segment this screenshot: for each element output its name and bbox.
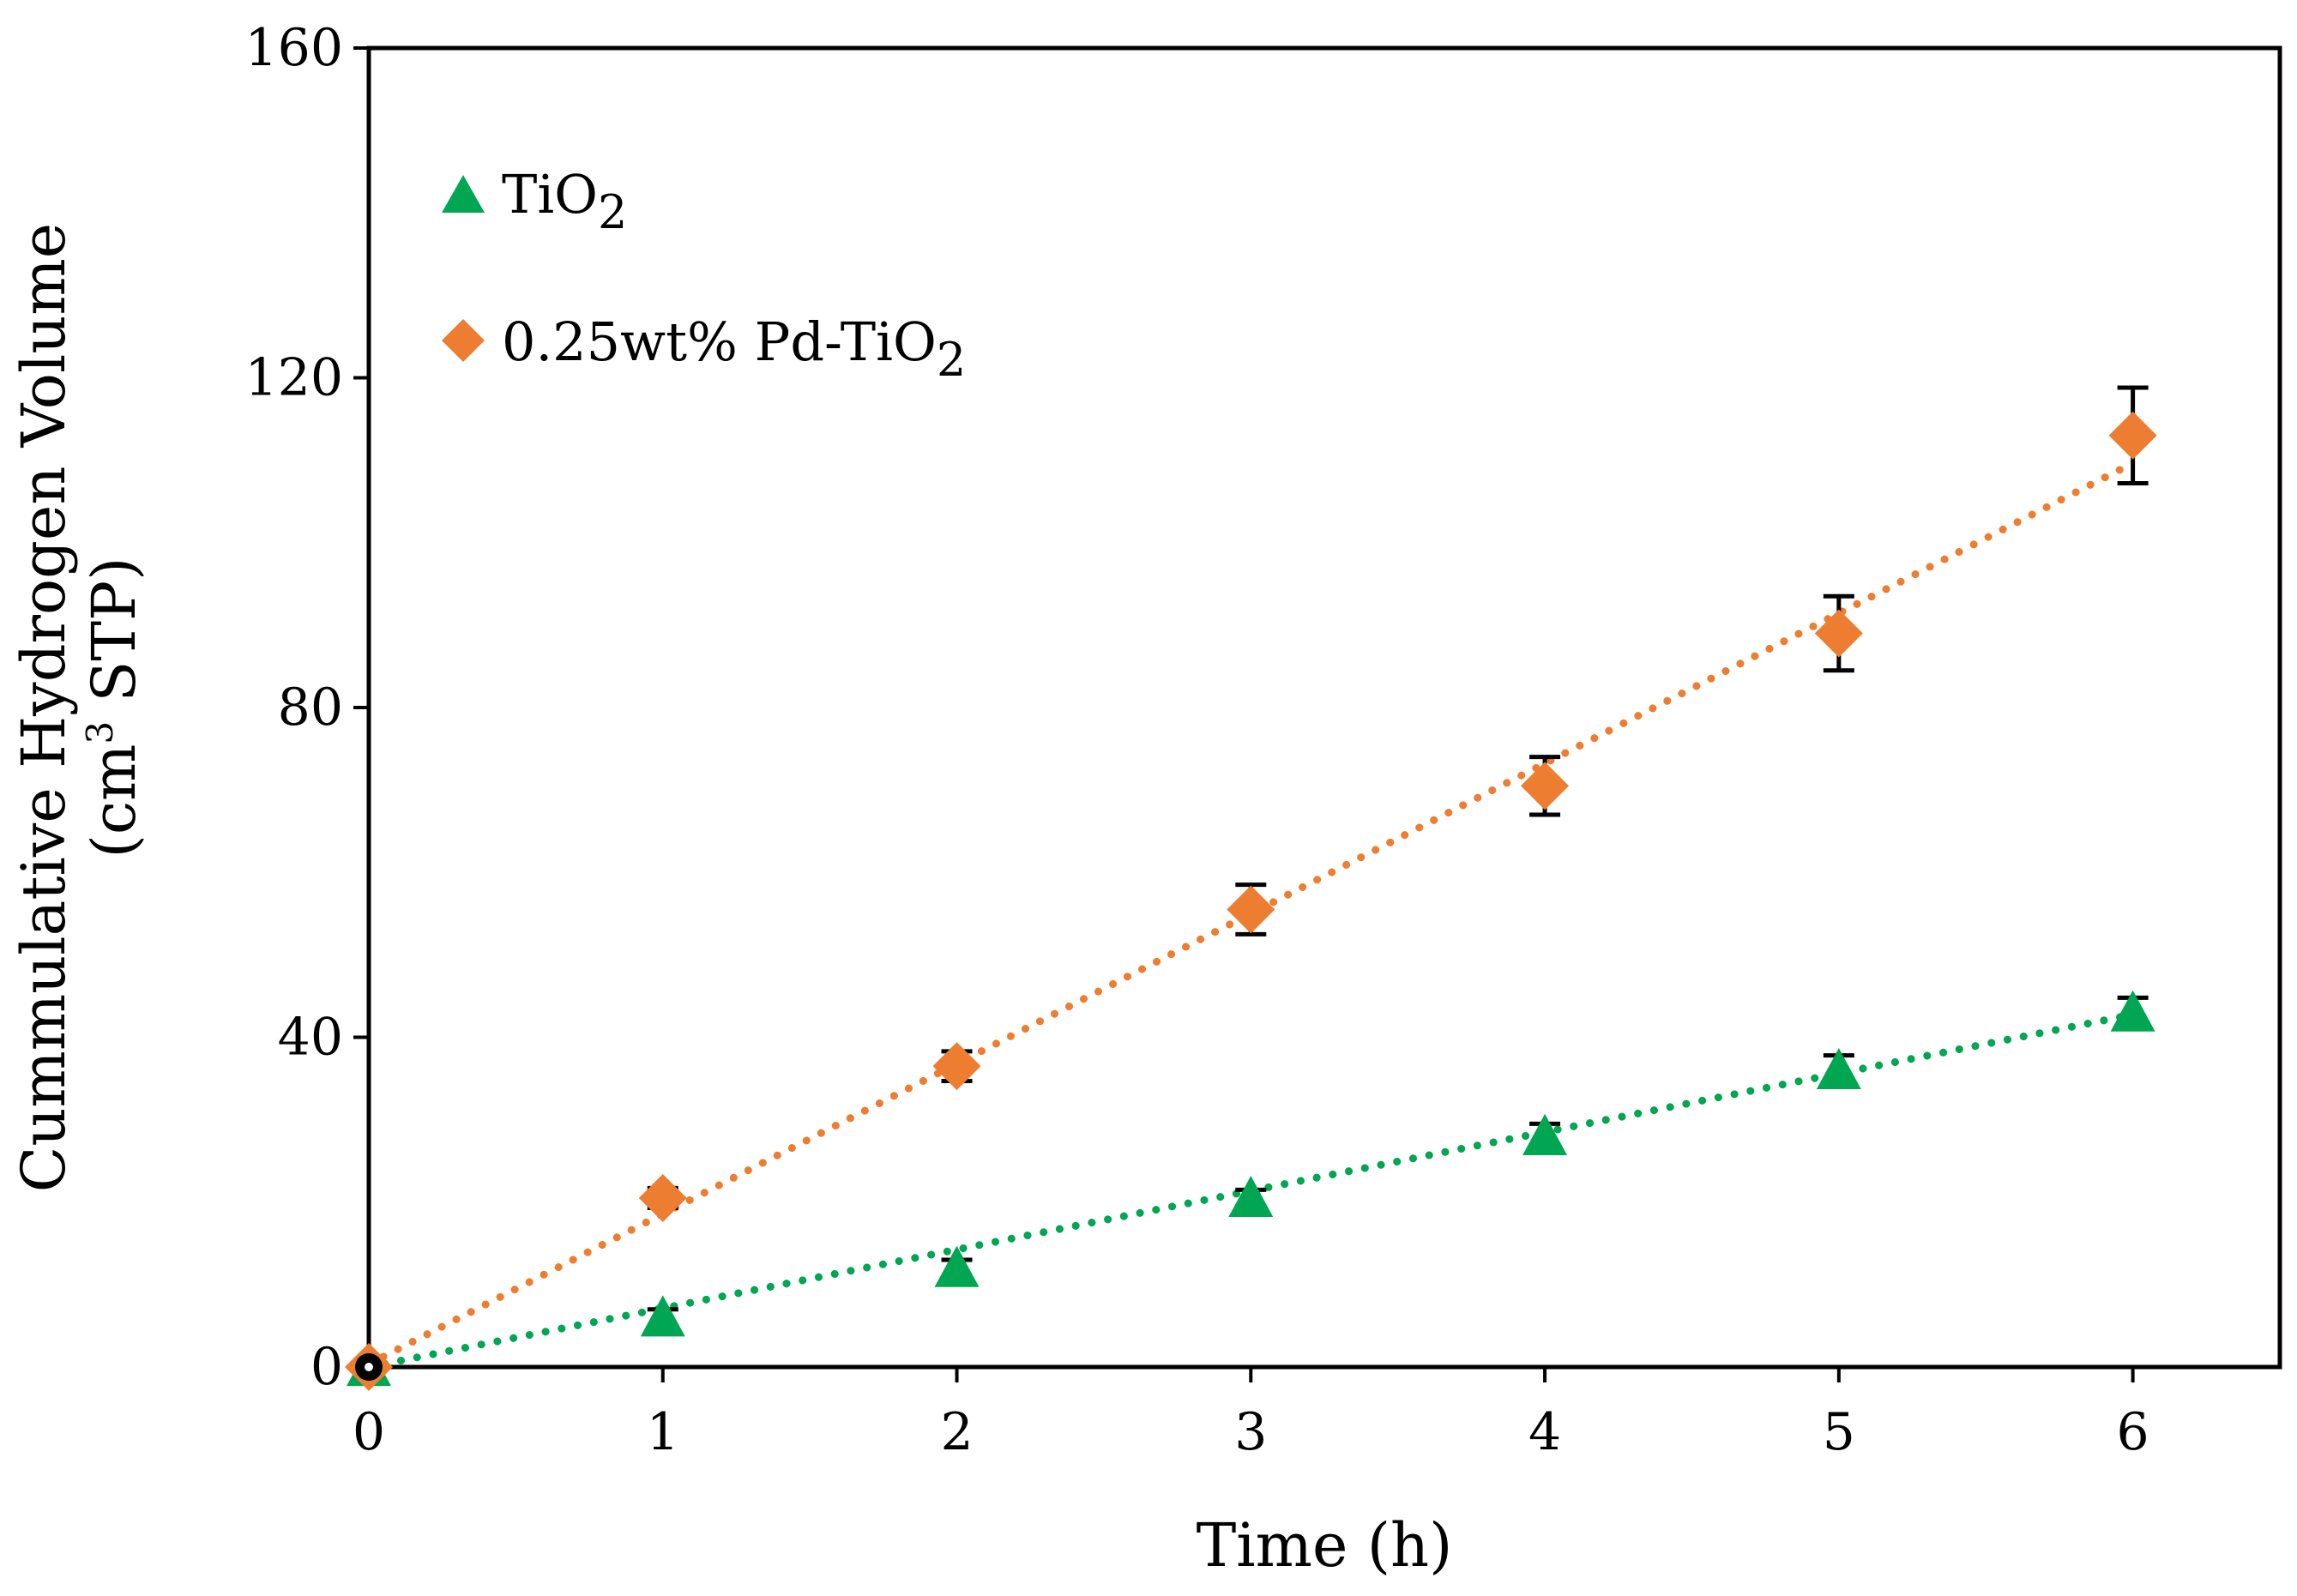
x-axis-ticks [367,1367,2135,1382]
x-tick-label: 0 [353,1402,385,1462]
legend-diamond-icon [442,319,485,362]
y-axis-tick-labels: 0 40 80 120 160 [244,18,343,1397]
x-tick-label: 3 [1234,1402,1267,1462]
data-markers [345,411,2157,1391]
x-tick-label: 1 [647,1402,679,1462]
y-axis-title: Cummulative Hydrogen Volume (cm3 STP) [9,223,149,1192]
legend-item-tio2: TiO2 [442,163,627,239]
y-tick-label: 0 [310,1337,343,1397]
pd-tio2-point [1814,609,1863,658]
pd-tio2-point [1521,762,1570,810]
legend-label-pd-tio2-main: 0.25wt% Pd-TiO [502,310,937,373]
x-axis-tick-labels: 0 1 2 3 4 5 6 [353,1402,2149,1462]
legend: TiO2 0.25wt% Pd-TiO2 [442,163,966,387]
legend-label-tio2-subscript: 2 [598,185,627,239]
y-axis-ticks [353,46,369,1369]
tio2-point [1522,1113,1568,1155]
y-axis-title-unit-superscript: 3 [79,721,121,744]
y-tick-label: 120 [244,348,343,408]
pd-tio2-point [638,1173,687,1222]
legend-triangle-icon [442,175,485,213]
y-tick-label: 80 [278,678,343,738]
legend-item-pd-tio2: 0.25wt% Pd-TiO2 [442,310,966,387]
tio2-point [1816,1047,1861,1090]
x-tick-label: 2 [940,1402,973,1462]
x-axis-title: Time (h) [1197,1510,1453,1581]
pd-tio2-point [2108,411,2157,460]
legend-label-tio2: TiO2 [502,163,627,239]
tio2-point [934,1245,980,1287]
y-axis-title-line1: Cummulative Hydrogen Volume [9,223,79,1192]
y-axis-title-unit-prefix: (cm [79,744,149,858]
legend-label-pd-tio2-subscript: 2 [937,333,966,387]
tio2-point [2110,990,2155,1032]
y-tick-label: 40 [278,1008,343,1068]
legend-label-pd-tio2: 0.25wt% Pd-TiO2 [502,310,966,387]
y-tick-label: 160 [244,18,343,78]
plot-area-frame [366,45,2282,1370]
x-tick-label: 5 [1823,1402,1855,1462]
tio2-point [640,1295,685,1337]
y-axis-title-line2: (cm3 STP) [79,557,149,858]
tio2-point [1228,1175,1274,1218]
x-tick-label: 4 [1528,1402,1561,1462]
pd-tio2-point [1227,885,1275,934]
origin-point-center [365,1363,373,1371]
error-bars [647,385,2149,1328]
pd-tio2-point [932,1042,981,1091]
y-axis-title-unit-suffix: STP) [79,557,149,721]
legend-label-tio2-main: TiO [502,163,598,226]
x-tick-label: 6 [2117,1402,2149,1462]
